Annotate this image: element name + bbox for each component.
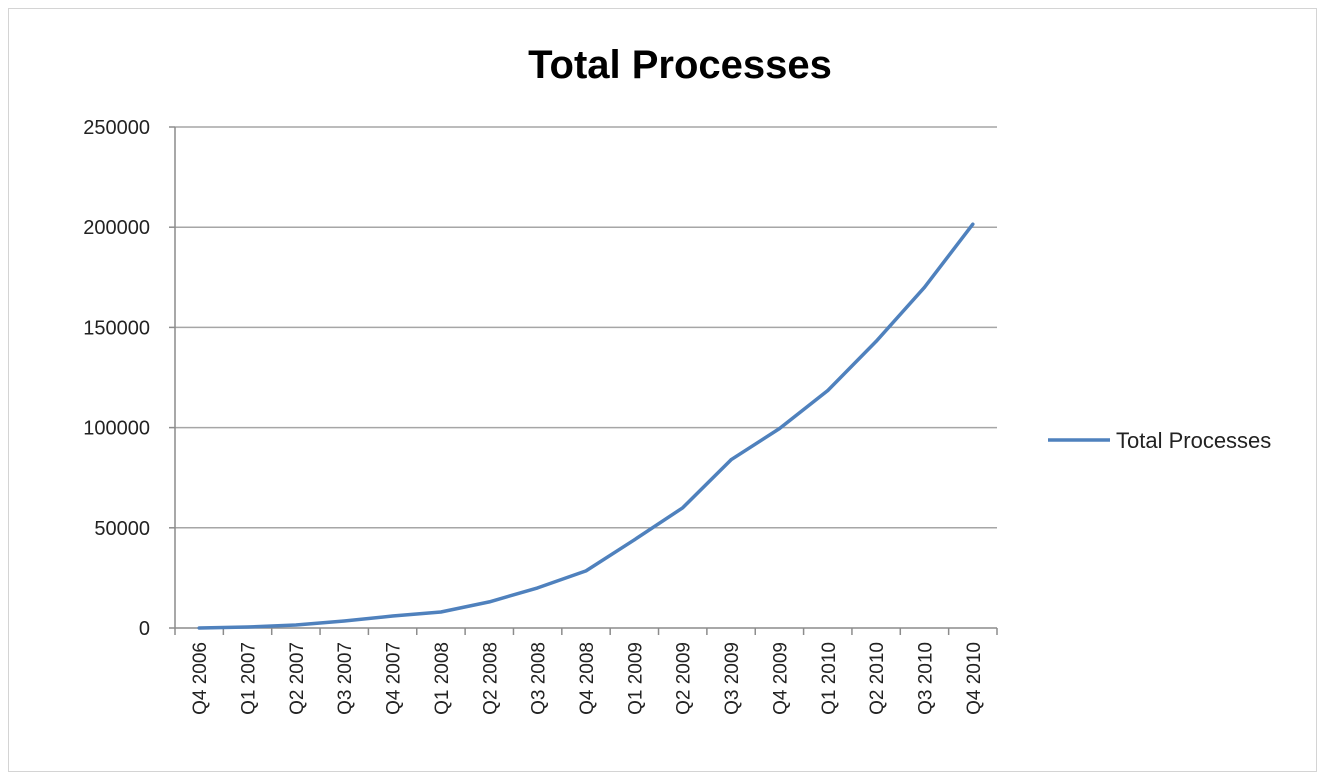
data-point (729, 458, 733, 462)
y-tick-label: 200000 (83, 217, 150, 239)
y-tick-label: 50000 (94, 518, 150, 540)
y-tick-label: 0 (139, 618, 150, 640)
x-tick-label: Q4 2006 (190, 642, 211, 715)
x-tick-label: Q1 2007 (239, 642, 260, 715)
series (197, 222, 975, 630)
legend-label: Total Processes (1116, 428, 1271, 453)
y-tick-label: 100000 (83, 418, 150, 440)
data-point (294, 623, 298, 627)
y-tick-label: 150000 (83, 317, 150, 339)
x-tick-label: Q2 2010 (867, 642, 888, 715)
x-tick-label: Q2 2008 (480, 642, 501, 715)
data-point (342, 619, 346, 623)
data-point (246, 625, 250, 629)
legend: Total Processes (1048, 428, 1271, 453)
data-point (487, 600, 491, 604)
chart-frame (8, 8, 1317, 772)
x-tick-label: Q2 2009 (674, 642, 695, 715)
data-point (922, 285, 926, 289)
data-point (971, 222, 975, 226)
x-tick-label: Q3 2010 (915, 642, 936, 715)
series-line (197, 222, 975, 630)
x-tick-label: Q1 2010 (819, 642, 840, 715)
chart-title: Total Processes (528, 43, 832, 87)
x-tick-labels: Q4 2006 Q1 2007 Q2 2007 Q3 2007 Q4 2007 Q1 20… (190, 642, 985, 715)
data-point (536, 586, 540, 590)
y-tick-labels: 0 50000 100000 150000 200000 250000 (83, 117, 150, 640)
data-point (826, 389, 830, 393)
x-tick-label: Q1 2009 (625, 642, 646, 715)
data-point (681, 506, 685, 510)
x-tick-label: Q1 2008 (432, 642, 453, 715)
data-point (777, 427, 781, 431)
x-tick-label: Q3 2007 (335, 642, 356, 715)
axes (169, 126, 998, 635)
x-tick-label: Q3 2009 (722, 642, 743, 715)
data-point (439, 610, 443, 614)
data-point (391, 614, 395, 618)
gridlines (175, 126, 997, 529)
data-point (584, 569, 588, 573)
data-point (632, 538, 636, 542)
y-tick-label: 250000 (83, 117, 150, 139)
x-tick-label: Q4 2007 (384, 642, 405, 715)
x-tick-label: Q3 2008 (529, 642, 550, 715)
x-tick-label: Q4 2009 (770, 642, 791, 715)
data-point (874, 339, 878, 343)
x-tick-label: Q4 2010 (964, 642, 985, 715)
x-tick-label: Q4 2008 (577, 642, 598, 715)
x-tick-label: Q2 2007 (287, 642, 308, 715)
data-point (197, 626, 201, 630)
